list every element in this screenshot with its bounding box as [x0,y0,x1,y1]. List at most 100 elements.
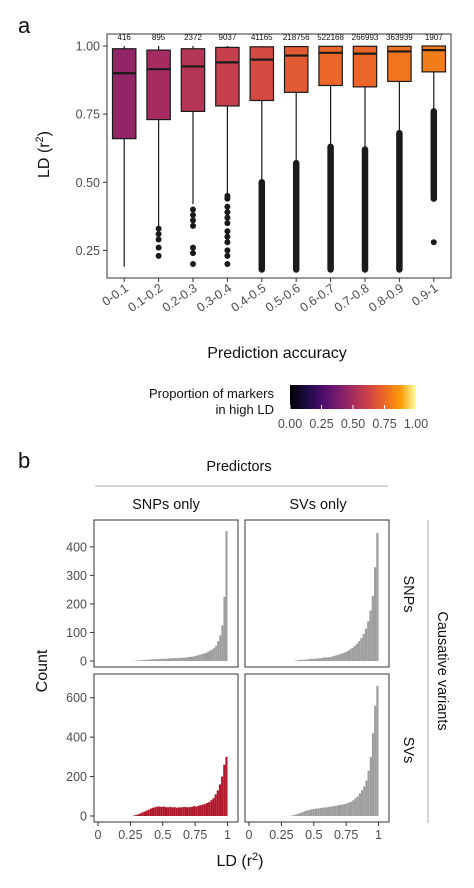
hist-bar [210,800,213,816]
outlier-point [190,244,196,251]
hist-bar [305,659,309,661]
box-0.6-0.7 [318,45,343,87]
x-tick-label: 0.8-0.9 [366,281,406,315]
outlier-point [190,211,196,218]
legend-title-line1: Proportion of markers [149,386,274,401]
hist-bar [353,645,356,661]
hist-bar [371,596,374,661]
hist-bar [217,641,220,661]
hist-bar [162,806,165,816]
outlier-point [224,220,231,227]
count-label: 363939 [386,33,413,42]
y-tick-label: 600 [66,691,87,705]
panel-b-ylabel: Count [34,649,51,692]
hist-bar [364,628,368,661]
hist-bar [365,780,368,816]
hist-bar [137,660,140,661]
hist-bar [163,658,166,661]
hist-bar [192,806,196,816]
outlier-point [224,203,231,210]
hist-bar [319,808,322,816]
hist-bar [184,657,187,661]
y-tick-label: 100 [66,626,87,640]
hist-bar [197,805,200,816]
hist-bar [139,660,142,661]
hist-bar [301,659,304,661]
hist-bar [330,656,334,661]
legend-title-line2: in high LD [215,402,274,417]
facet-SVs-SNPs only [93,673,239,823]
hist-bar [147,659,150,661]
hist-bar [358,641,361,661]
boxplot-area: 0.250.500.751.004160-0.18950.1-0.223720.… [76,33,452,315]
outlier-point [224,233,231,240]
hist-bar [312,658,315,661]
hist-bar [314,808,318,816]
panel-b-xlabel-main: LD (r [216,853,252,870]
y-tick-label: 0.50 [76,176,100,190]
hist-bar [333,655,336,661]
hist-bar [326,657,329,661]
x-tick-label: 0.6-0.7 [297,281,337,315]
x-tick-label: 0.9-1 [409,281,440,309]
hist-bar [180,657,183,661]
hist-bar [310,658,313,661]
hist-bar [208,802,211,816]
hist-bar [292,815,296,816]
hist-bar [141,812,144,816]
hist-bar [369,756,372,816]
box-0.5-0.6 [283,45,309,93]
hist-bar [141,660,144,661]
hist-bar [342,653,345,661]
hist-bar [154,807,157,816]
outlier-point [224,228,231,235]
hist-bar [297,813,300,816]
y-tick-label: 200 [66,597,87,611]
hist-bar [211,649,214,661]
hist-bar [212,798,215,816]
panel-b-xlabel-close: ) [258,853,263,870]
hist-bar [317,658,320,661]
x-tick-label: 0.3-0.4 [194,281,234,315]
hist-bar [202,653,205,661]
x-tick-label: 0.7-0.8 [332,281,372,315]
hist-bar [151,659,154,661]
hist-bar [156,806,159,816]
outlier-point [190,206,196,213]
hist-bar [354,798,357,816]
hist-bar [341,804,344,816]
causative-variants-title: Causative variants [434,611,450,730]
hist-bar [298,659,302,661]
hist-bar [165,658,168,661]
hist-bar [199,805,202,816]
hist-bar [337,654,340,661]
hist-bar [295,814,298,816]
hist-bar [153,659,156,661]
hist-bar [325,807,329,816]
hist-bar [356,796,359,816]
legend-tick-label: 0.00 [278,417,302,431]
hist-bar [308,810,311,816]
outlier-point [224,214,231,221]
count-label: 895 [152,33,166,42]
hist-bar [339,653,343,661]
x-tick-label: 0 [95,828,102,842]
box-0.2-0.3 [180,48,206,112]
panel-a-ylabel-sup: 2 [34,136,46,142]
hist-bar [188,657,191,661]
hist-bar [348,649,352,661]
x-tick-label: 0.1-0.2 [125,281,165,315]
hist-bar [171,807,174,816]
hist-bar [182,657,185,661]
outlier-point [190,250,196,257]
legend-tick-label: 0.50 [341,417,365,431]
x-tick-label: 0.25 [269,828,293,842]
hist-bar [174,658,177,661]
y-tick-label: 400 [66,540,87,554]
hist-bar [225,756,228,816]
row-label-svs: SVs [400,737,416,764]
hist-bar [358,793,361,816]
box-0.4-0.5 [249,46,275,102]
panel-a-ylabel-close: ) [36,131,53,136]
